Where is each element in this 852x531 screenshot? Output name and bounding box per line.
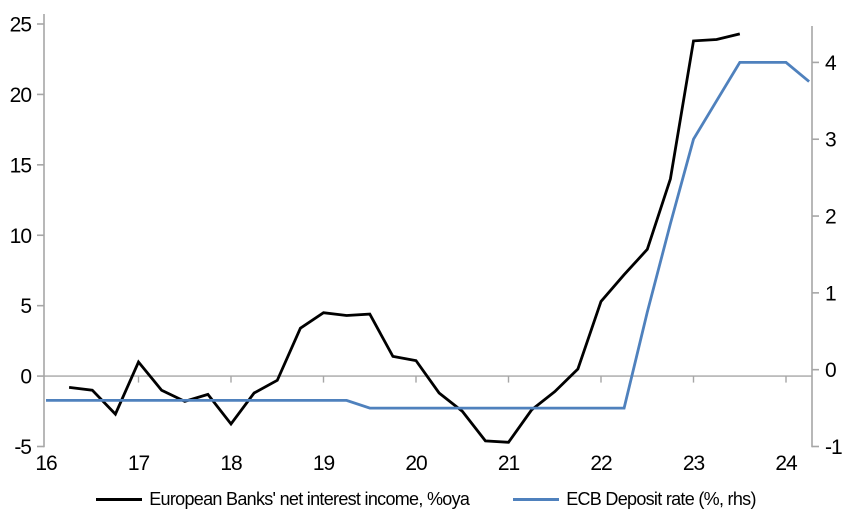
black-line-swatch — [96, 497, 143, 501]
chart-legend: European Banks' net interest income, %oy… — [0, 487, 852, 511]
x-axis-tick-label: 18 — [220, 452, 242, 475]
right-axis-tick-label: 1 — [825, 282, 836, 305]
left-axis-tick-label: 0 — [20, 366, 31, 389]
left-axis-tick-label: 15 — [10, 154, 32, 177]
x-axis-tick-label: 22 — [590, 452, 612, 475]
legend-label-ecb-deposit-rate: ECB Deposit rate (%, rhs) — [566, 489, 756, 509]
legend-item-ecb-deposit-rate: ECB Deposit rate (%, rhs) — [513, 487, 756, 511]
x-axis-tick-label: 20 — [405, 452, 427, 475]
right-axis-tick-label: 3 — [825, 129, 836, 152]
right-axis-tick-label: 4 — [825, 52, 837, 75]
x-axis-tick-label: 23 — [683, 452, 705, 475]
left-axis-tick-label: 25 — [10, 14, 32, 37]
net-interest-income-line — [68, 32, 741, 444]
left-axis-tick-label: 20 — [10, 84, 32, 107]
right-axis-tick-label: 0 — [825, 359, 836, 382]
left-axis-tick-label: -5 — [14, 436, 31, 459]
legend-item-net-interest-income: European Banks' net interest income, %oy… — [96, 487, 470, 511]
blue-line-swatch — [513, 497, 560, 501]
x-axis-tick-label: 16 — [35, 452, 57, 475]
x-axis-tick-label: 19 — [313, 452, 335, 475]
right-axis-tick-label: 2 — [825, 206, 836, 229]
right-axis-tick-label: -1 — [825, 436, 842, 459]
x-axis-tick-label: 24 — [775, 452, 798, 475]
left-axis-tick-label: 5 — [20, 295, 31, 318]
x-axis-tick-label: 21 — [498, 452, 520, 475]
legend-label-net-interest-income: European Banks' net interest income, %oy… — [149, 489, 470, 509]
left-axis-tick-label: 10 — [10, 225, 32, 248]
x-axis-tick-label: 17 — [128, 452, 150, 475]
ecb-deposit-rate-line — [46, 61, 810, 410]
